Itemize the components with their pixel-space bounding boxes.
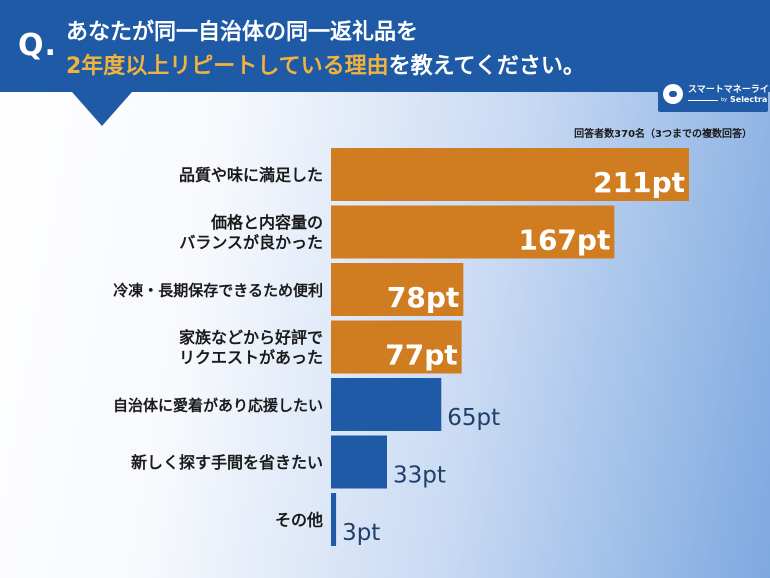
bar-4 <box>331 378 442 431</box>
bar-2 <box>331 263 464 316</box>
brand-name: スマートマネーライフ <box>688 85 770 95</box>
value-label-0: 211pt <box>593 166 685 199</box>
question-title-highlight: 2年度以上リピートしている理由 <box>66 54 389 79</box>
question-title-rest: を教えてください。 <box>388 54 585 79</box>
category-label-6: その他 <box>275 511 323 530</box>
bar-6 <box>331 493 337 546</box>
question-mark: Q. <box>18 28 57 63</box>
value-label-4: 65pt <box>447 405 500 431</box>
bar-3 <box>331 320 462 374</box>
value-label-5: 33pt <box>393 463 446 489</box>
category-label-2: 冷凍・長期保存できるため便利 <box>113 282 323 300</box>
value-label-6: 3pt <box>342 520 380 546</box>
value-label-1: 167pt <box>518 224 610 257</box>
brand-logo: スマートマネーライフ by Selectra <box>658 78 770 112</box>
category-label-5: 新しく探す手間を省きたい <box>131 453 323 472</box>
category-label-3: 家族などから好評でリクエストがあった <box>179 328 323 367</box>
brand-sub: Selectra <box>730 95 768 104</box>
question-title-line-2: 2年度以上リピートしている理由を教えてください。 <box>66 48 585 80</box>
value-label-2: 78pt <box>387 281 459 314</box>
brand-rule <box>688 100 718 101</box>
header-pointer <box>72 92 132 126</box>
bar-0 <box>331 148 689 201</box>
category-label-0: 品質や味に満足した <box>179 166 323 185</box>
bar-5 <box>331 435 387 489</box>
bar-1 <box>331 205 615 259</box>
question-title-line-1: あなたが同一自治体の同一返礼品を <box>66 20 419 45</box>
question-header <box>0 0 770 92</box>
brand-by: by <box>721 97 728 103</box>
respondents-note: 回答者数370名（3つまでの複数回答） <box>574 129 752 140</box>
category-label-1: 価格と内容量のバランスが良かった <box>179 213 323 252</box>
category-label-4: 自治体に愛着があり応援したい <box>113 397 323 415</box>
value-label-3: 77pt <box>385 339 457 372</box>
piggy-bank-icon <box>663 84 683 104</box>
